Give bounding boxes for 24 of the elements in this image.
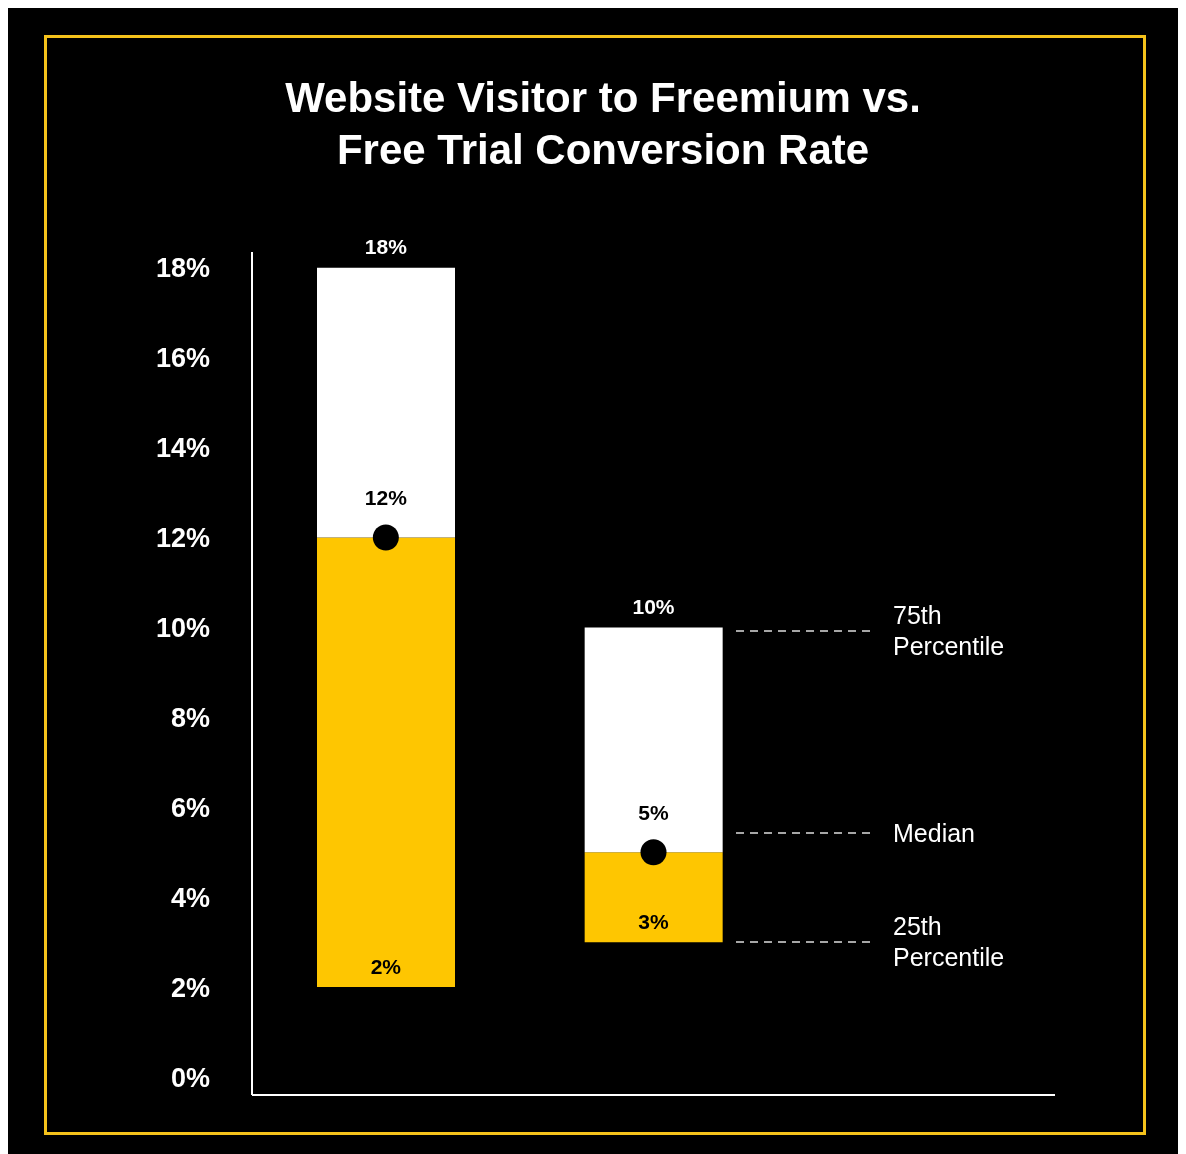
data-label: 5% — [638, 801, 669, 825]
annotation: 18% — [364, 234, 408, 258]
annotation: 25th Percentile — [893, 911, 1006, 973]
y-tick-label: 4% — [170, 882, 210, 913]
y-tick-label: 0% — [170, 1062, 210, 1093]
bar — [317, 267, 455, 538]
annotation: Median — [893, 817, 976, 849]
y-tick-label: 8% — [170, 702, 210, 733]
y-tick-label: 16% — [155, 343, 210, 374]
annotation: 3% — [638, 909, 669, 933]
y-tick-label: 6% — [170, 792, 210, 823]
data-label: 12% — [364, 486, 408, 510]
annotation: 10% — [632, 594, 675, 618]
y-tick-label: 18% — [155, 253, 210, 284]
y-tick-label: 10% — [155, 613, 210, 643]
annotation: 75th Percentile — [893, 600, 1006, 662]
y-tick-label: 14% — [155, 433, 210, 464]
bar — [584, 627, 723, 853]
bar — [317, 537, 455, 988]
y-tick-label: 12% — [155, 523, 210, 554]
annotation: 2% — [370, 954, 402, 978]
chart-title: Website Visitor to Freemium vs. Free Trial Conversion Rate — [284, 73, 922, 175]
y-tick-label: 2% — [170, 972, 210, 1003]
bar — [584, 852, 723, 943]
